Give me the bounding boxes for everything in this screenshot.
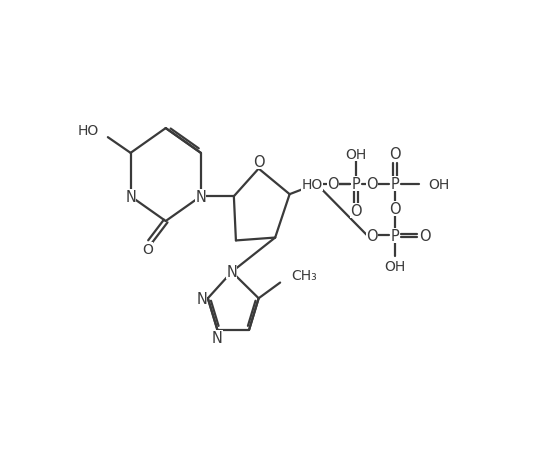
- Text: N: N: [212, 330, 223, 345]
- Text: OH: OH: [428, 177, 449, 192]
- Text: O: O: [327, 177, 339, 192]
- Text: O: O: [419, 228, 431, 243]
- Text: O: O: [143, 243, 153, 257]
- Text: O: O: [253, 154, 265, 169]
- Text: OH: OH: [384, 259, 406, 273]
- Text: N: N: [195, 189, 206, 204]
- Text: HO: HO: [301, 177, 323, 192]
- Text: O: O: [389, 147, 401, 162]
- Text: N: N: [125, 189, 136, 204]
- Text: P: P: [390, 228, 399, 243]
- Text: N: N: [226, 265, 237, 280]
- Text: O: O: [366, 177, 378, 192]
- Text: OH: OH: [345, 147, 366, 162]
- Text: N: N: [196, 291, 207, 306]
- Text: O: O: [389, 202, 401, 217]
- Text: O: O: [350, 203, 362, 218]
- Text: CH₃: CH₃: [292, 268, 317, 283]
- Text: P: P: [351, 177, 360, 192]
- Text: O: O: [366, 228, 378, 243]
- Text: HO: HO: [77, 123, 99, 137]
- Text: P: P: [390, 177, 399, 192]
